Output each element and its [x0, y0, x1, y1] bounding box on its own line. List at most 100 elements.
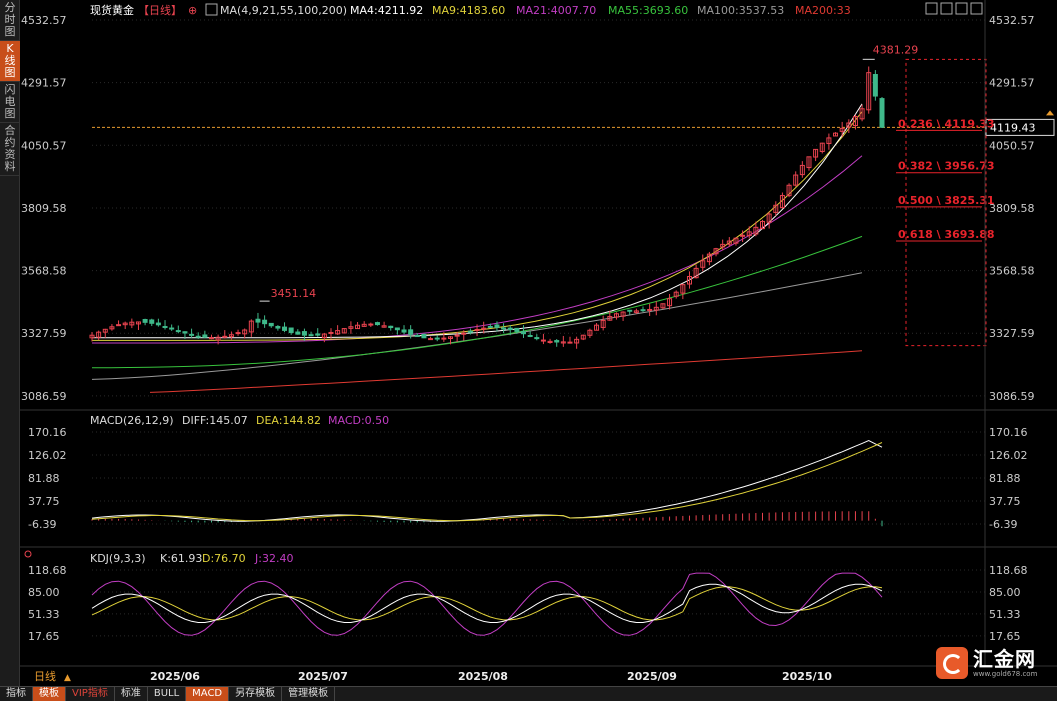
candle-body — [255, 318, 261, 323]
moving-averages — [91, 103, 863, 393]
candle-body — [852, 116, 858, 127]
candle-body — [700, 260, 706, 268]
left-tab-2[interactable]: 闪电图 — [0, 82, 20, 123]
bottom-tab-5[interactable]: MACD — [186, 687, 230, 701]
candle-body — [235, 332, 241, 335]
price-grid — [92, 19, 985, 397]
candle-body — [819, 142, 825, 152]
current-price-value: 4119.43 — [990, 121, 1036, 134]
kdj-tick-left: 118.68 — [28, 564, 67, 577]
macd-tick-left: 126.02 — [28, 449, 67, 462]
left-tab-3[interactable]: 合约资料 — [0, 123, 20, 176]
candle-body — [766, 213, 772, 223]
candle-body — [779, 195, 785, 209]
kdj-marker-icon[interactable] — [24, 550, 32, 558]
candle-body — [441, 337, 447, 340]
candle-body — [660, 303, 666, 309]
crosshair-icon[interactable] — [925, 2, 938, 15]
candle-body — [394, 327, 400, 331]
macd-dea: DEA:144.82 — [256, 414, 321, 427]
bottom-tab-2[interactable]: VIP指标 — [66, 687, 115, 701]
candle-body — [481, 327, 487, 330]
candle-body — [587, 329, 593, 336]
ma21-value: MA21:4007.70 — [516, 4, 596, 17]
candle-body — [686, 276, 692, 285]
zoom-out-icon[interactable] — [955, 2, 968, 15]
candle-body — [501, 327, 507, 330]
time-axis: 2025/06 2025/07 2025/08 2025/09 2025/10 — [20, 0, 1057, 683]
candle-body — [116, 324, 122, 327]
candle-body — [142, 319, 148, 323]
time-tick: 2025/10 — [782, 670, 832, 683]
kdj-j-line — [91, 572, 883, 636]
bottom-tab-3[interactable]: 标准 — [115, 687, 148, 701]
ma4-line — [92, 103, 863, 339]
candle-body — [507, 327, 513, 331]
fib-label: 0.382 \ 3956.73 — [898, 160, 995, 173]
kdj-tick-right: 85.00 — [989, 586, 1021, 599]
candle-body — [627, 309, 633, 312]
candle-body — [487, 325, 493, 328]
ma200-line — [149, 350, 863, 393]
fullscreen-icon[interactable] — [970, 2, 983, 15]
candle-body — [454, 334, 460, 337]
candle-body — [594, 324, 600, 331]
candle-body — [428, 338, 434, 341]
price-tick-right: 3809.58 — [989, 202, 1035, 215]
price-tick-right: 3568.58 — [989, 265, 1035, 278]
candle-body — [753, 226, 759, 235]
time-tick: 2025/08 — [458, 670, 508, 683]
candle-body — [521, 331, 527, 335]
bottom-tab-7[interactable]: 管理模板 — [282, 687, 336, 701]
candle-body — [155, 322, 161, 326]
macd-diff: DIFF:145.07 — [182, 414, 248, 427]
candle-body — [388, 325, 394, 329]
zoom-in-icon[interactable] — [940, 2, 953, 15]
candle-body — [633, 310, 639, 313]
fib-label: 0.618 \ 3693.88 — [898, 228, 995, 241]
candle-body — [182, 331, 188, 334]
candle-body — [122, 322, 128, 326]
bottom-tab-1[interactable]: 模板 — [33, 687, 66, 701]
candle-body — [667, 298, 673, 307]
kdj-tick-right: 51.33 — [989, 608, 1021, 621]
price-tick-left: 4532.57 — [21, 14, 67, 27]
candle-body — [826, 137, 832, 145]
candle-body — [242, 329, 248, 335]
candle-body — [760, 220, 766, 230]
candle-body — [866, 72, 872, 111]
price-tick-right: 4532.57 — [989, 14, 1035, 27]
fibonacci-levels: 0.236 \ 4119.33 0.382 \ 3956.73 0.500 \ 38… — [896, 58, 995, 347]
price-tick-left: 3809.58 — [21, 202, 67, 215]
current-price-tag — [985, 118, 1055, 136]
macd-tick-left: 37.75 — [28, 495, 60, 508]
bottom-tab-6[interactable]: 另存模板 — [229, 687, 283, 701]
macd-params: MACD(26,12,9) — [90, 414, 174, 427]
candle-body — [653, 306, 659, 311]
candle-body — [381, 325, 387, 328]
bottom-tab-0[interactable]: 指标 — [0, 687, 33, 701]
candle-body — [733, 237, 739, 244]
candle-body — [222, 335, 228, 338]
candlesticks — [89, 66, 885, 349]
add-icon[interactable]: ⊕ — [188, 4, 197, 17]
candle-body — [620, 311, 626, 317]
ma9-value: MA9:4183.60 — [432, 4, 505, 17]
settings-icon[interactable] — [205, 3, 218, 16]
macd-tick-right: 81.88 — [989, 472, 1021, 485]
macd-tick-left: 81.88 — [28, 472, 60, 485]
candle-body — [799, 164, 805, 176]
bottom-tab-4[interactable]: BULL — [148, 687, 187, 701]
candle-body — [461, 332, 467, 335]
candle-body — [215, 336, 221, 341]
left-tab-0[interactable]: 分时图 — [0, 0, 20, 41]
period-selector[interactable]: 日线 — [34, 669, 56, 683]
candle-body — [872, 74, 878, 97]
kdj-header: KDJ(9,3,3) K:61.93 D:76.70 J:32.40 — [24, 550, 293, 565]
candle-body — [321, 333, 327, 339]
ma55-value: MA55:3693.60 — [608, 4, 688, 17]
period-dropdown-icon[interactable]: ▲ — [64, 673, 71, 683]
time-tick: 2025/07 — [298, 670, 348, 683]
candle-body — [773, 204, 779, 213]
